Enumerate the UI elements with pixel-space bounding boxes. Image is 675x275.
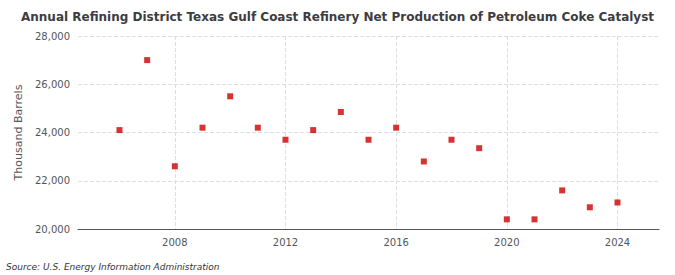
svg-text:26,000: 26,000 (35, 79, 70, 90)
svg-text:Annual Refining District Texas: Annual Refining District Texas Gulf Coas… (21, 10, 654, 24)
svg-text:2008: 2008 (162, 237, 187, 248)
svg-text:28,000: 28,000 (35, 31, 70, 42)
svg-text:2020: 2020 (494, 237, 519, 248)
svg-text:Thousand Barrels: Thousand Barrels (12, 84, 25, 181)
svg-text:2024: 2024 (605, 237, 630, 248)
svg-text:2012: 2012 (273, 237, 298, 248)
svg-text:Source: U.S. Energy Informatio: Source: U.S. Energy Information Administ… (6, 262, 220, 272)
svg-text:2016: 2016 (383, 237, 408, 248)
svg-text:24,000: 24,000 (35, 127, 70, 138)
svg-text:22,000: 22,000 (35, 175, 70, 186)
svg-text:20,000: 20,000 (35, 224, 70, 235)
